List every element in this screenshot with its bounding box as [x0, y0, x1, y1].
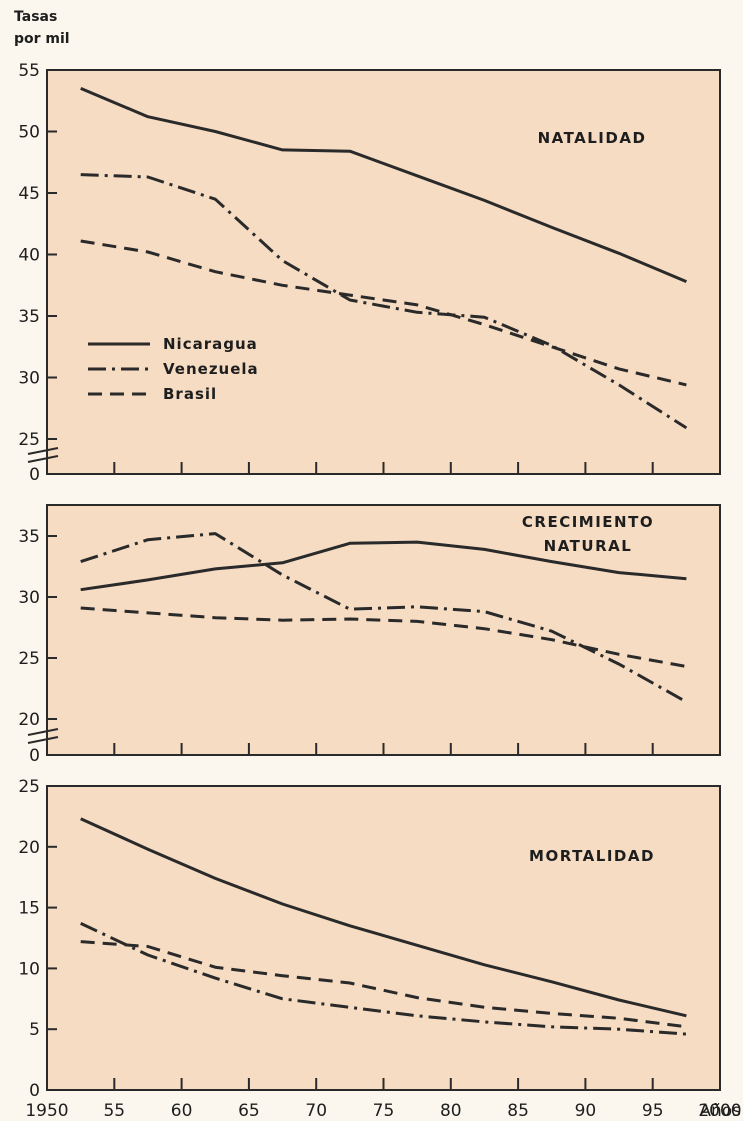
panel-title: MORTALIDAD — [529, 847, 655, 865]
legend-label: Nicaragua — [163, 335, 258, 353]
x-tick-label: 1950 — [25, 1101, 68, 1121]
y-tick-label: 30 — [18, 588, 40, 608]
panel-2: 0 20 25 30 35 CRECIMIENTO NATURAL — [18, 504, 721, 766]
series-line-venezuela — [80, 173, 688, 430]
y-axis-label-line: Tasas — [14, 9, 57, 25]
plot-area — [46, 785, 721, 1091]
y-tick-label: 20 — [18, 710, 40, 730]
y-tick-label: 25 — [18, 777, 40, 797]
y-tick-label: 30 — [18, 369, 40, 389]
y-tick-label: 5 — [29, 1020, 40, 1040]
y-tick-label: 0 — [29, 746, 40, 766]
y-tick-label: 35 — [18, 527, 40, 547]
y-tick-label: 55 — [18, 61, 40, 81]
axis-break-mark — [27, 728, 59, 736]
panel-title-line: NATURAL — [544, 537, 633, 555]
legend-label: Brasil — [163, 385, 217, 403]
series-line-nicaragua — [80, 817, 687, 1018]
y-tick-label: 0 — [29, 1081, 40, 1101]
x-tick-label: 85 — [507, 1101, 529, 1121]
y-tick-label: 35 — [18, 307, 40, 327]
axis-break-mark — [27, 455, 59, 463]
y-tick-label: 20 — [18, 838, 40, 858]
x-tick-label: 65 — [238, 1101, 260, 1121]
axis-break-mark — [27, 447, 59, 455]
y-tick-label: 25 — [18, 649, 40, 669]
y-axis-label-line: por mil — [14, 31, 70, 47]
series-line-nicaragua — [80, 540, 687, 592]
x-tick-label: 60 — [171, 1101, 193, 1121]
y-tick-label: 40 — [18, 246, 40, 266]
legend: Nicaragua Venezuela Brasil — [88, 335, 259, 403]
series-line-nicaragua — [80, 87, 687, 283]
axis-break-mark — [27, 736, 59, 744]
plot-area — [46, 69, 721, 475]
x-tick-label: 80 — [440, 1101, 462, 1121]
y-tick-label: 10 — [18, 959, 40, 979]
x-tick-label: 55 — [103, 1101, 125, 1121]
series-line-brasil — [80, 606, 687, 668]
x-tick-label: 95 — [642, 1101, 664, 1121]
x-tick-label: 2000 — [698, 1101, 741, 1121]
panel-3: 0 5 10 15 20 25 MORTALIDAD — [18, 777, 721, 1101]
panel-title: NATALIDAD — [538, 129, 647, 147]
x-tick-label: 90 — [575, 1101, 597, 1121]
series-line-brasil — [80, 239, 687, 387]
y-tick-label: 0 — [29, 465, 40, 485]
x-tick-label: 75 — [373, 1101, 395, 1121]
y-tick-label: 45 — [18, 184, 40, 204]
y-tick-label: 25 — [18, 430, 40, 450]
legend-label: Venezuela — [163, 360, 259, 378]
y-tick-label: 50 — [18, 123, 40, 143]
x-axis-label: Años — [699, 1101, 741, 1121]
series-line-venezuela — [80, 922, 687, 1036]
x-tick-label: 70 — [305, 1101, 327, 1121]
panel-1: 0 25 30 35 40 45 50 55 NATALIDAD — [18, 61, 721, 485]
panel-title-line: CRECIMIENTO — [522, 513, 654, 531]
series-line-brasil — [80, 940, 687, 1029]
y-tick-label: 15 — [18, 899, 40, 919]
plot-area — [46, 504, 721, 756]
